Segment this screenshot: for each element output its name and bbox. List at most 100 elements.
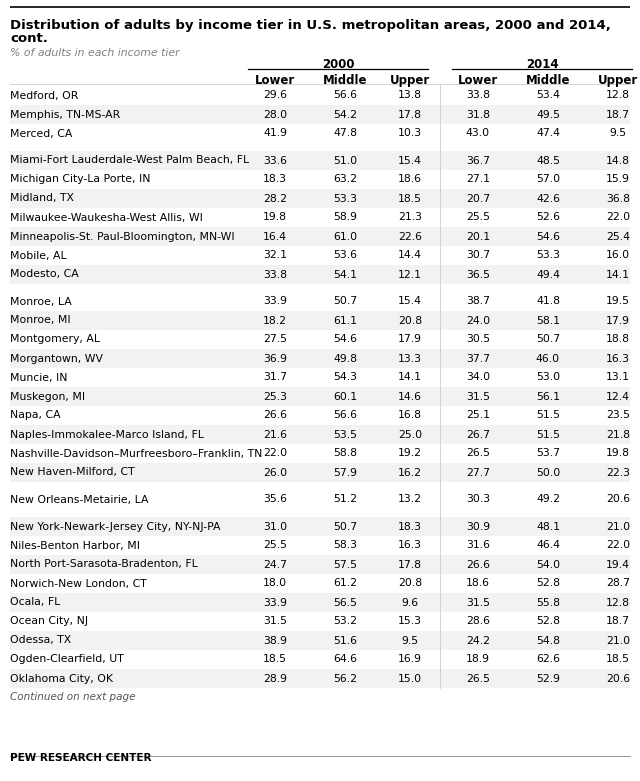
Text: Miami-Fort Lauderdale-West Palm Beach, FL: Miami-Fort Lauderdale-West Palm Beach, F… <box>10 155 249 166</box>
Text: Ogden-Clearfield, UT: Ogden-Clearfield, UT <box>10 654 124 665</box>
Text: Nashville-Davidson–Murfreesboro–Franklin, TN: Nashville-Davidson–Murfreesboro–Franklin… <box>10 448 262 458</box>
Text: Naples-Immokalee-Marco Island, FL: Naples-Immokalee-Marco Island, FL <box>10 430 204 440</box>
Text: 27.5: 27.5 <box>263 334 287 344</box>
Text: 17.8: 17.8 <box>398 559 422 569</box>
Text: Midland, TX: Midland, TX <box>10 194 74 204</box>
Text: 47.8: 47.8 <box>333 129 357 138</box>
Text: 12.1: 12.1 <box>398 269 422 280</box>
Text: 33.8: 33.8 <box>263 269 287 280</box>
Bar <box>10 425 630 444</box>
Text: Ocala, FL: Ocala, FL <box>10 597 60 608</box>
Bar <box>10 105 630 124</box>
Text: Lower: Lower <box>255 74 295 87</box>
Text: 54.8: 54.8 <box>536 636 560 646</box>
Text: 21.0: 21.0 <box>606 522 630 532</box>
Text: 58.1: 58.1 <box>536 316 560 326</box>
Text: 26.6: 26.6 <box>263 411 287 420</box>
Text: 18.3: 18.3 <box>263 174 287 184</box>
Text: Ocean City, NJ: Ocean City, NJ <box>10 616 88 626</box>
Text: 54.3: 54.3 <box>333 373 357 383</box>
Text: 61.0: 61.0 <box>333 231 357 241</box>
Text: 13.2: 13.2 <box>398 494 422 505</box>
Text: 49.2: 49.2 <box>536 494 560 505</box>
Text: 50.7: 50.7 <box>536 334 560 344</box>
Text: 16.8: 16.8 <box>398 411 422 420</box>
Text: 25.4: 25.4 <box>606 231 630 241</box>
Text: 26.5: 26.5 <box>466 673 490 683</box>
Text: Oklahoma City, OK: Oklahoma City, OK <box>10 673 113 683</box>
Text: New Orleans-Metairie, LA: New Orleans-Metairie, LA <box>10 494 148 505</box>
Text: 28.9: 28.9 <box>263 673 287 683</box>
Text: 25.5: 25.5 <box>466 212 490 223</box>
Text: 56.6: 56.6 <box>333 411 357 420</box>
Text: 53.6: 53.6 <box>333 251 357 261</box>
Text: Mobile, AL: Mobile, AL <box>10 251 67 261</box>
Text: 2014: 2014 <box>525 58 558 71</box>
Text: 25.1: 25.1 <box>466 411 490 420</box>
Text: Napa, CA: Napa, CA <box>10 411 61 420</box>
Text: 12.4: 12.4 <box>606 391 630 401</box>
Text: 54.0: 54.0 <box>536 559 560 569</box>
Text: 31.7: 31.7 <box>263 373 287 383</box>
Text: 18.3: 18.3 <box>398 522 422 532</box>
Text: 54.2: 54.2 <box>333 109 357 119</box>
Text: 46.4: 46.4 <box>536 540 560 551</box>
Text: 28.6: 28.6 <box>466 616 490 626</box>
Text: 37.7: 37.7 <box>466 354 490 363</box>
Text: 19.5: 19.5 <box>606 297 630 306</box>
Text: 16.3: 16.3 <box>398 540 422 551</box>
Text: 9.5: 9.5 <box>401 636 419 646</box>
Text: 14.6: 14.6 <box>398 391 422 401</box>
Text: 51.6: 51.6 <box>333 636 357 646</box>
Text: 16.2: 16.2 <box>398 468 422 477</box>
Text: 26.6: 26.6 <box>466 559 490 569</box>
Text: Merced, CA: Merced, CA <box>10 129 72 138</box>
Text: 19.8: 19.8 <box>606 448 630 458</box>
Text: 18.2: 18.2 <box>263 316 287 326</box>
Text: Medford, OR: Medford, OR <box>10 91 78 101</box>
Text: 33.9: 33.9 <box>263 297 287 306</box>
Text: Upper: Upper <box>390 74 430 87</box>
Text: Michigan City-La Porte, IN: Michigan City-La Porte, IN <box>10 174 150 184</box>
Text: 21.8: 21.8 <box>606 430 630 440</box>
Text: 15.3: 15.3 <box>398 616 422 626</box>
Text: Memphis, TN-MS-AR: Memphis, TN-MS-AR <box>10 109 120 119</box>
Text: Continued on next page: Continued on next page <box>10 692 136 702</box>
Text: 34.0: 34.0 <box>466 373 490 383</box>
Text: Lower: Lower <box>458 74 498 87</box>
Text: 31.8: 31.8 <box>466 109 490 119</box>
Text: 2000: 2000 <box>322 58 355 71</box>
Text: Montgomery, AL: Montgomery, AL <box>10 334 100 344</box>
Text: 24.2: 24.2 <box>466 636 490 646</box>
Text: 21.0: 21.0 <box>606 636 630 646</box>
Text: New Haven-Milford, CT: New Haven-Milford, CT <box>10 468 134 477</box>
Bar <box>10 669 630 688</box>
Text: 28.0: 28.0 <box>263 109 287 119</box>
Text: 20.6: 20.6 <box>606 494 630 505</box>
Text: 15.4: 15.4 <box>398 297 422 306</box>
Text: 27.7: 27.7 <box>466 468 490 477</box>
Text: 16.3: 16.3 <box>606 354 630 363</box>
Text: Upper: Upper <box>598 74 638 87</box>
Text: 62.6: 62.6 <box>536 654 560 665</box>
Text: 56.1: 56.1 <box>536 391 560 401</box>
Text: 33.9: 33.9 <box>263 597 287 608</box>
Text: 50.7: 50.7 <box>333 297 357 306</box>
Text: 14.8: 14.8 <box>606 155 630 166</box>
Text: 38.9: 38.9 <box>263 636 287 646</box>
Text: North Port-Sarasota-Bradenton, FL: North Port-Sarasota-Bradenton, FL <box>10 559 198 569</box>
Text: 9.5: 9.5 <box>609 129 627 138</box>
Text: 13.8: 13.8 <box>398 91 422 101</box>
Text: 18.5: 18.5 <box>606 654 630 665</box>
Text: 53.0: 53.0 <box>536 373 560 383</box>
Text: 61.2: 61.2 <box>333 579 357 589</box>
Text: 31.5: 31.5 <box>263 616 287 626</box>
Text: 57.0: 57.0 <box>536 174 560 184</box>
Text: 13.1: 13.1 <box>606 373 630 383</box>
Text: 14.1: 14.1 <box>606 269 630 280</box>
Text: 15.9: 15.9 <box>606 174 630 184</box>
Text: 48.5: 48.5 <box>536 155 560 166</box>
Bar <box>10 349 630 368</box>
Text: 49.8: 49.8 <box>333 354 357 363</box>
Text: 22.0: 22.0 <box>263 448 287 458</box>
